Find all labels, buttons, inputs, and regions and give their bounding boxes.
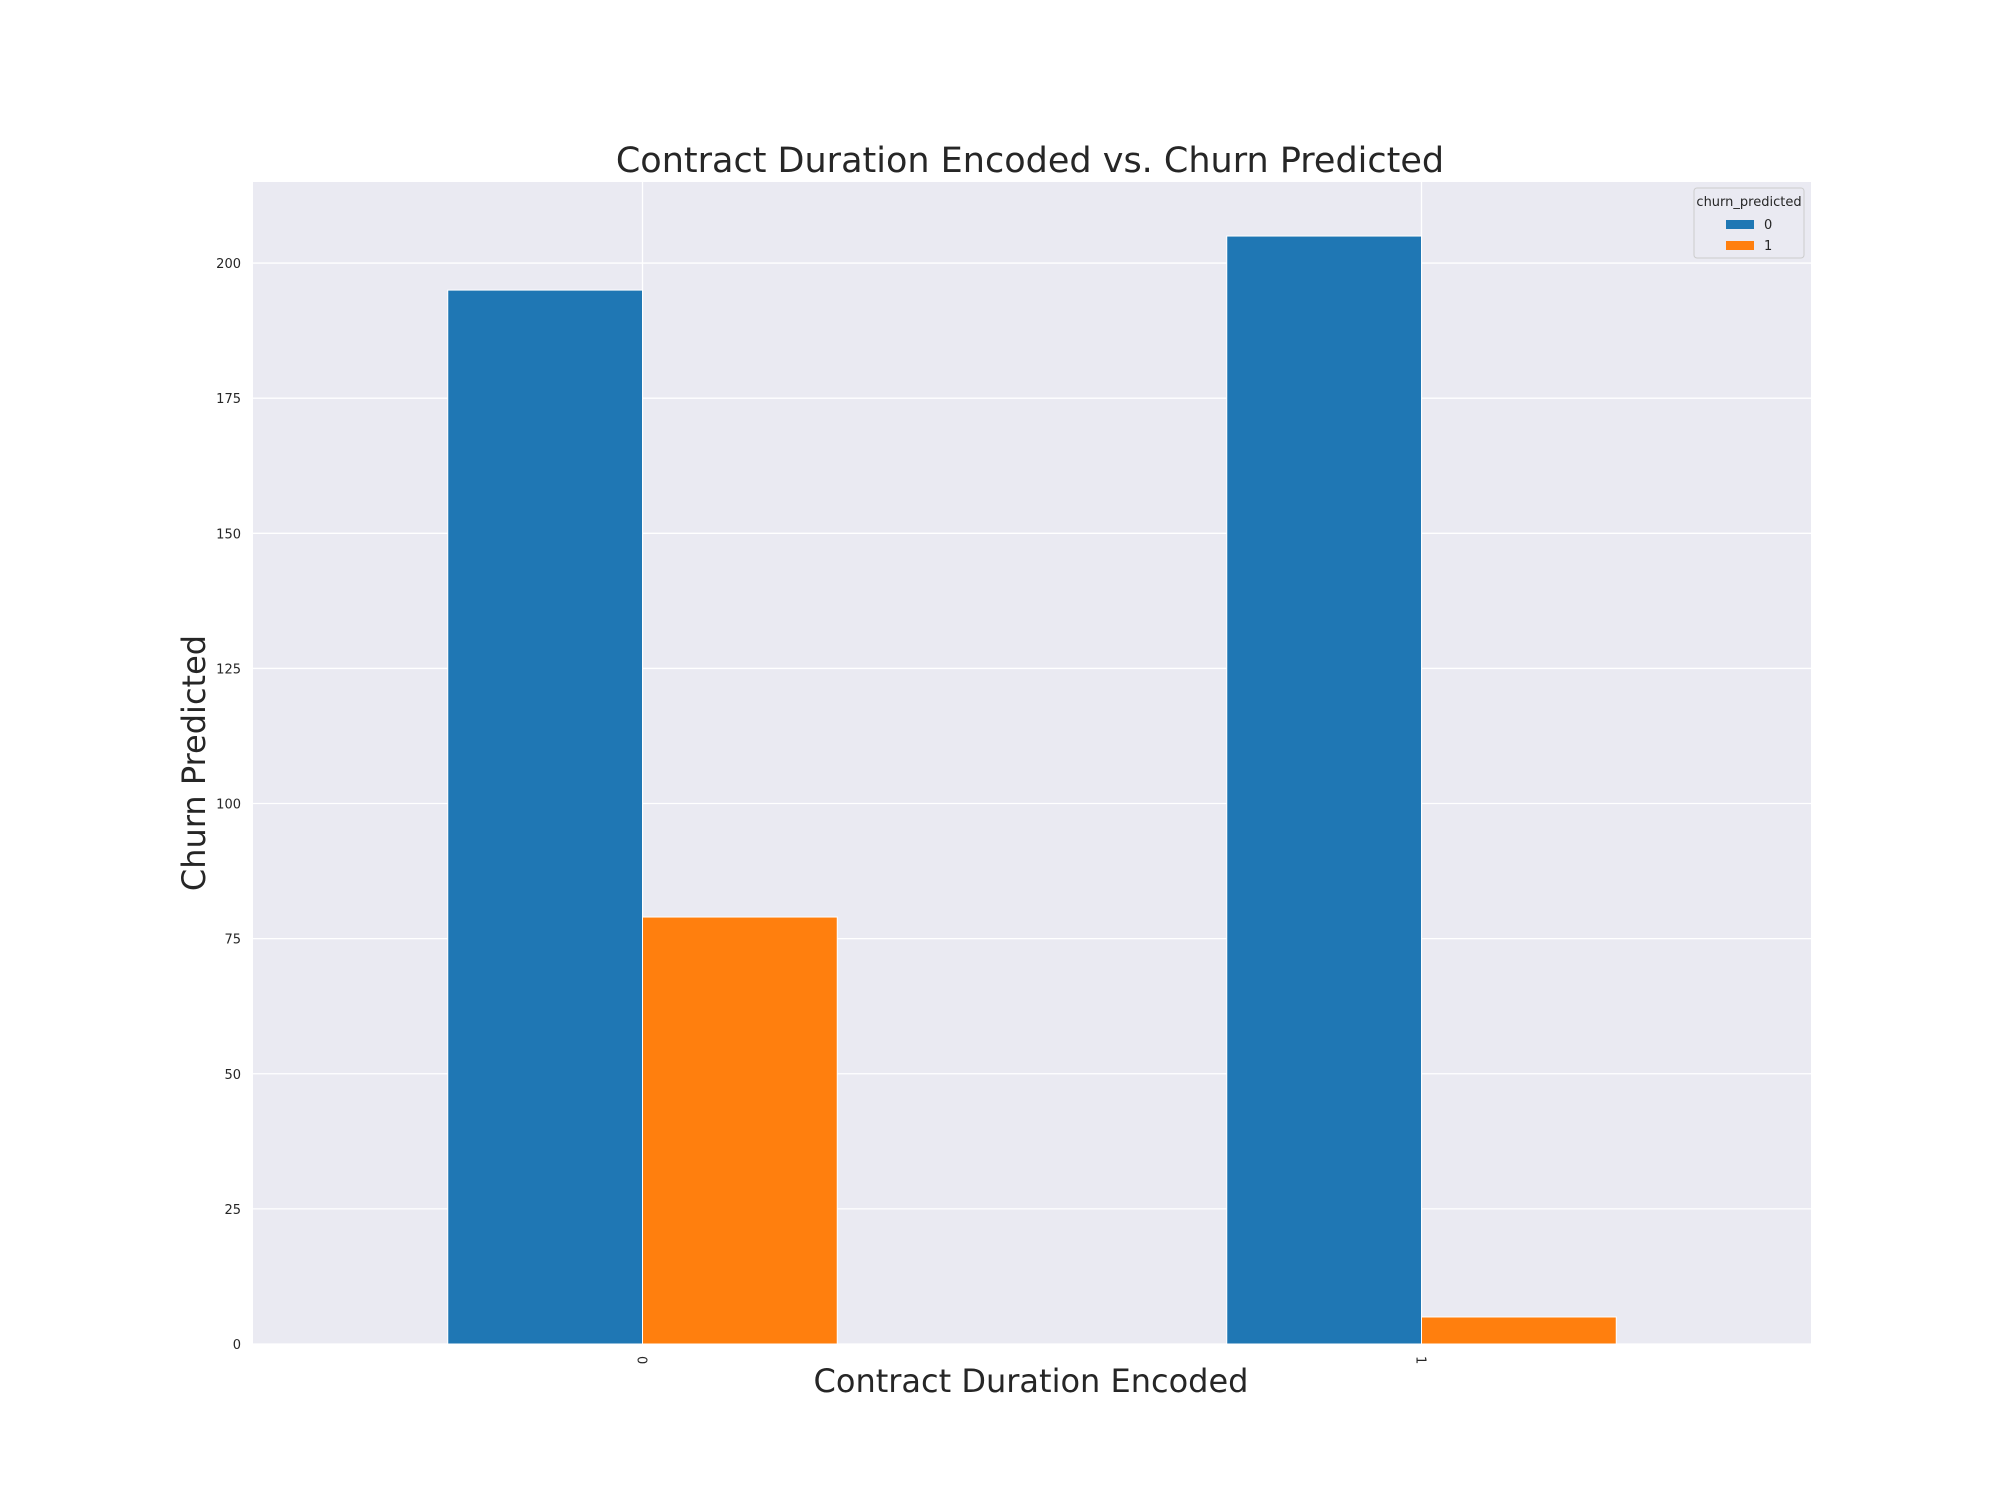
bar-series-0-category-1 [1226,235,1422,1345]
y-tick-label: 25 [224,1203,241,1218]
y-tick-label: 50 [224,1068,241,1083]
legend-label-1: 1 [1764,239,1772,254]
legend-swatch-0 [1726,220,1754,229]
y-tick-label: 0 [233,1338,241,1353]
bar-series-1-category-1 [1421,1316,1617,1345]
x-axis-label: Contract Duration Encoded [814,1362,1249,1400]
legend-swatch-1 [1726,241,1754,250]
y-tick-label: 75 [224,933,241,948]
y-tick-label: 125 [216,662,241,677]
legend-label-0: 0 [1764,218,1772,233]
bar-series-1-category-0 [642,916,838,1345]
y-tick-label: 150 [216,527,241,542]
y-tick-label: 100 [216,798,241,813]
y-tick-label: 200 [216,257,241,272]
x-tick-label: 0 [634,1356,649,1364]
y-axis-label: Churn Predicted [175,635,213,891]
bars [447,235,1617,1345]
x-tick-label: 1 [1413,1356,1428,1364]
chart-title: Contract Duration Encoded vs. Churn Pred… [616,141,1444,181]
legend: churn_predicted 0 1 [1693,187,1805,259]
bar-series-0-category-0 [447,289,643,1345]
legend-title: churn_predicted [1696,195,1801,210]
y-axis-ticks: 0 25 50 75 100 125 150 175 200 [216,257,241,1353]
y-tick-label: 175 [216,392,241,407]
